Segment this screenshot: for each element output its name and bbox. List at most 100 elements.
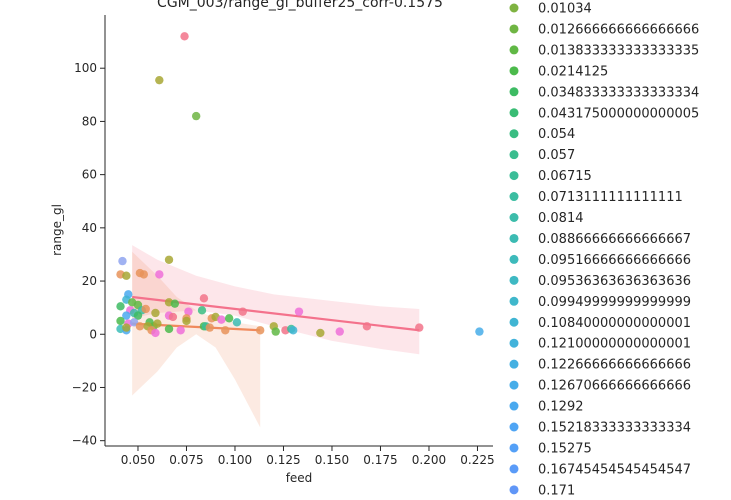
data-point bbox=[155, 270, 164, 279]
data-point bbox=[475, 327, 484, 336]
data-point bbox=[271, 327, 280, 336]
data-point bbox=[232, 318, 242, 327]
legend-marker bbox=[509, 485, 519, 495]
y-axis-label: range_gl bbox=[50, 204, 64, 256]
legend-marker bbox=[509, 443, 519, 453]
legend-marker bbox=[509, 359, 519, 369]
legend-marker bbox=[509, 233, 519, 243]
legend-label: 0.171 bbox=[538, 483, 575, 498]
legend-marker bbox=[509, 296, 519, 306]
legend-label: 0.057 bbox=[538, 148, 575, 163]
x-tick-label: 0.225 bbox=[460, 453, 494, 467]
data-point bbox=[151, 328, 160, 338]
legend-label: 0.01034 bbox=[538, 2, 592, 17]
data-point bbox=[116, 316, 125, 326]
data-point bbox=[184, 307, 193, 316]
legend-label: 0.15275 bbox=[538, 441, 592, 456]
data-point bbox=[164, 255, 174, 264]
x-tick-label: 0.075 bbox=[169, 453, 203, 467]
legend-label: 0.013833333333333335 bbox=[538, 43, 699, 58]
legend-label: 0.06715 bbox=[538, 169, 592, 184]
legend-label: 0.16745454545454547 bbox=[538, 462, 691, 477]
legend-label: 0.09516666666666666 bbox=[538, 253, 691, 268]
data-point bbox=[133, 311, 143, 320]
confidence-band-1 bbox=[132, 245, 420, 355]
data-point bbox=[122, 271, 131, 280]
y-tick-label: 80 bbox=[82, 114, 97, 128]
legend-marker bbox=[509, 317, 519, 327]
y-tick-label: −40 bbox=[72, 434, 97, 448]
legend-marker bbox=[509, 275, 519, 285]
data-point bbox=[197, 306, 207, 315]
legend-marker bbox=[509, 171, 519, 181]
data-point bbox=[191, 111, 201, 121]
legend-marker bbox=[509, 87, 519, 97]
x-ticks: 0.050 0.075 0.100 0.125 0.150 0.175 0.200 0.225 bbox=[121, 446, 495, 467]
legend-label: 0.054 bbox=[538, 127, 575, 142]
data-point bbox=[139, 270, 148, 279]
data-point bbox=[217, 315, 226, 324]
data-point bbox=[415, 323, 424, 332]
data-point bbox=[362, 322, 372, 331]
legend-label: 0.10840000000000001 bbox=[538, 316, 691, 331]
data-point bbox=[221, 326, 230, 335]
x-tick-label: 0.175 bbox=[363, 453, 397, 467]
y-tick-label: 40 bbox=[82, 221, 97, 235]
legend-label: 0.12670666666666666 bbox=[538, 379, 691, 394]
data-point bbox=[153, 319, 162, 328]
data-point bbox=[118, 256, 127, 266]
legend-marker bbox=[509, 254, 519, 264]
legend-marker bbox=[509, 150, 519, 160]
chart-title: CGM_003/range_gl_buffer25_corr-0.1575 bbox=[157, 0, 443, 11]
legend-label: 0.034833333333333334 bbox=[538, 85, 699, 100]
legend-label: 0.0713111111111111 bbox=[538, 190, 683, 205]
legend-marker bbox=[509, 3, 519, 13]
legend-label: 0.1292 bbox=[538, 400, 584, 415]
legend-marker bbox=[509, 108, 519, 118]
data-point bbox=[141, 304, 150, 314]
legend-marker bbox=[509, 338, 519, 348]
legend-marker bbox=[509, 24, 519, 34]
y-tick-label: 100 bbox=[74, 61, 97, 75]
legend: 0.01034 0.012666666666666666 0.01383333333… bbox=[509, 2, 699, 498]
legend-marker bbox=[509, 213, 519, 222]
y-tick-label: −20 bbox=[72, 380, 97, 394]
legend-marker bbox=[509, 66, 519, 76]
legend-label: 0.043175000000000005 bbox=[538, 106, 699, 121]
data-point bbox=[176, 326, 185, 335]
data-point bbox=[155, 75, 164, 85]
data-point bbox=[180, 32, 189, 41]
data-point bbox=[199, 294, 209, 303]
legend-marker bbox=[509, 401, 519, 411]
y-ticks: −40 −20 0 20 40 60 80 100 bbox=[72, 61, 105, 448]
data-points bbox=[116, 32, 484, 338]
x-tick-label: 0.050 bbox=[121, 453, 155, 467]
x-tick-label: 0.150 bbox=[315, 453, 349, 467]
legend-label: 0.08866666666666667 bbox=[538, 232, 691, 247]
legend-label: 0.0814 bbox=[538, 211, 584, 226]
data-point bbox=[294, 307, 304, 316]
x-tick-label: 0.200 bbox=[412, 453, 446, 467]
legend-label: 0.09949999999999999 bbox=[538, 295, 691, 310]
legend-label: 0.0214125 bbox=[538, 64, 608, 79]
data-point bbox=[256, 326, 265, 335]
x-tick-label: 0.100 bbox=[218, 453, 252, 467]
data-point bbox=[122, 323, 131, 332]
data-point bbox=[224, 314, 234, 323]
legend-label: 0.12100000000000001 bbox=[538, 337, 691, 352]
legend-label: 0.012666666666666666 bbox=[538, 22, 699, 37]
regression-line-1 bbox=[132, 295, 420, 332]
data-point bbox=[122, 311, 131, 320]
y-tick-label: 60 bbox=[82, 168, 97, 182]
data-point bbox=[168, 312, 178, 322]
data-point bbox=[335, 327, 344, 336]
legend-marker bbox=[509, 422, 519, 432]
data-point bbox=[288, 326, 298, 335]
confidence-band-2 bbox=[132, 251, 261, 428]
data-point bbox=[116, 302, 125, 311]
x-axis-label: feed bbox=[286, 471, 313, 485]
y-tick-label: 20 bbox=[82, 274, 97, 288]
legend-label: 0.09536363636363636 bbox=[538, 274, 691, 289]
